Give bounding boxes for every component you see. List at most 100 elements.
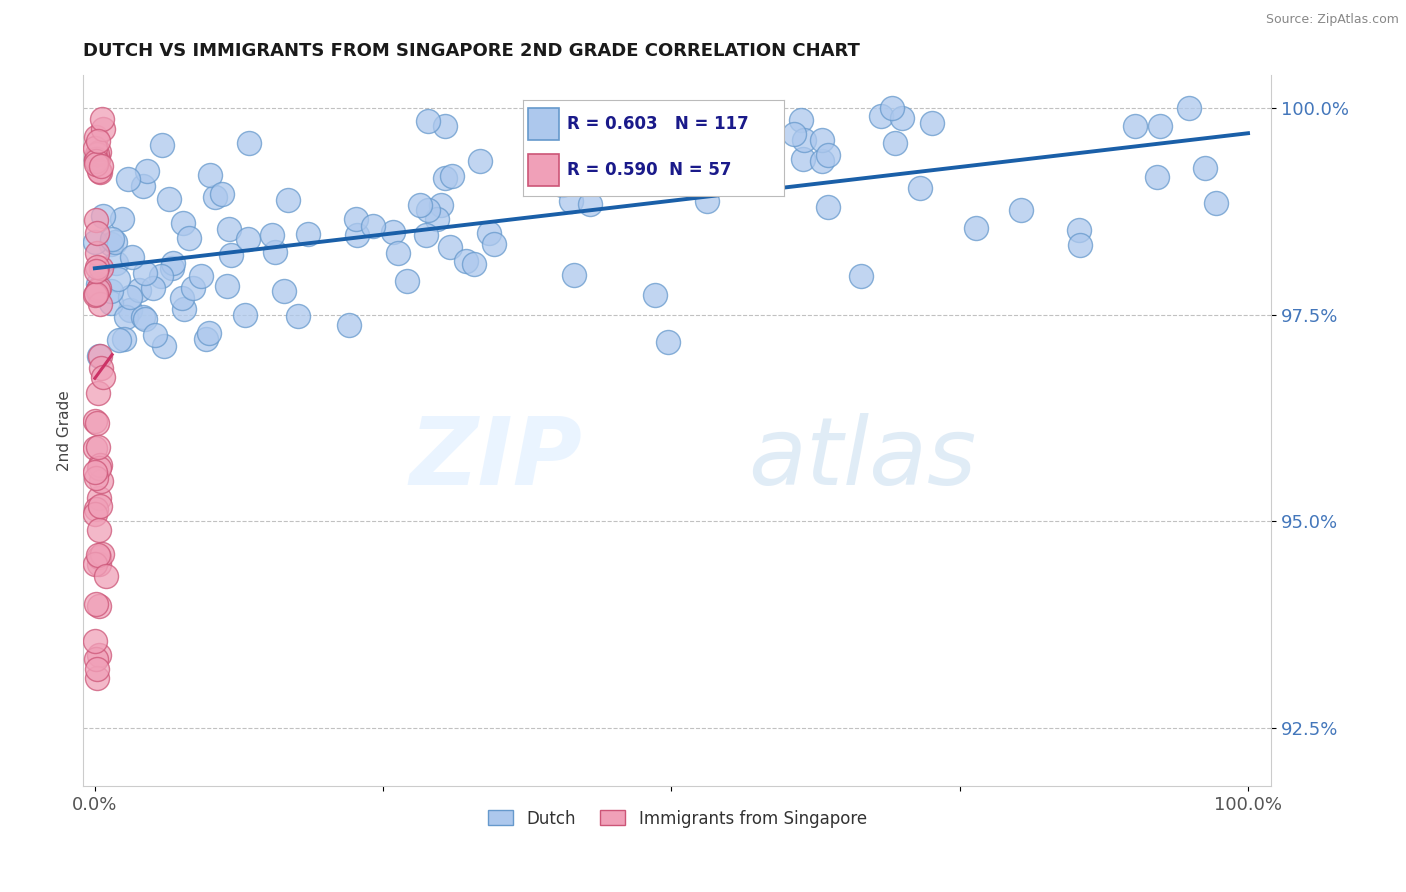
Point [965, 221, 987, 235]
Point [287, 309, 309, 323]
Point [89, 281, 111, 295]
Point [84, 287, 107, 301]
Point [454, 253, 477, 268]
Point [218, 222, 240, 236]
Point [132, 179, 155, 194]
Point [91, 209, 114, 223]
Point [1067, 223, 1090, 237]
Point [84, 557, 107, 571]
Point [426, 212, 449, 227]
Point [1146, 170, 1168, 185]
Point [882, 101, 904, 115]
Point [731, 115, 754, 129]
Point [673, 114, 696, 128]
Point [657, 335, 679, 350]
Point [84, 153, 107, 168]
Point [484, 237, 506, 252]
Point [441, 169, 464, 184]
Point [84, 153, 107, 167]
Point [181, 280, 204, 294]
Point [811, 133, 834, 147]
Point [434, 170, 457, 185]
Point [817, 148, 839, 162]
Point [263, 244, 285, 259]
Point [100, 284, 122, 298]
Point [86, 246, 108, 260]
Point [696, 194, 718, 209]
Point [562, 268, 585, 282]
Point [233, 308, 256, 322]
Point [86, 502, 108, 516]
Point [105, 256, 128, 270]
Point [337, 318, 360, 333]
Point [87, 283, 110, 297]
Point [869, 109, 891, 123]
Point [1149, 119, 1171, 133]
Point [86, 130, 108, 145]
Point [260, 227, 283, 242]
Point [135, 164, 157, 178]
Point [84, 465, 107, 479]
Point [551, 178, 574, 192]
Point [150, 269, 173, 284]
Point [382, 225, 405, 239]
Point [87, 163, 110, 178]
Point [86, 154, 108, 169]
Point [90, 159, 112, 173]
Point [118, 290, 141, 304]
Point [170, 291, 193, 305]
Point [817, 200, 839, 214]
Point [439, 240, 461, 254]
Point [86, 260, 108, 274]
Point [619, 169, 641, 183]
Point [162, 255, 184, 269]
Point [96, 569, 118, 583]
Point [121, 250, 143, 264]
Point [86, 146, 108, 161]
Point [111, 211, 134, 226]
Point [434, 119, 457, 133]
Point [153, 339, 176, 353]
Point [86, 440, 108, 454]
Point [87, 285, 110, 300]
Point [91, 112, 114, 126]
Point [273, 284, 295, 298]
Point [346, 228, 368, 243]
Point [238, 136, 260, 150]
Point [87, 152, 110, 166]
Point [87, 145, 110, 159]
Point [84, 442, 107, 456]
Point [361, 219, 384, 233]
Point [84, 597, 107, 611]
Point [198, 326, 221, 340]
Point [89, 458, 111, 473]
Point [84, 507, 107, 521]
Point [142, 281, 165, 295]
Point [134, 267, 156, 281]
Point [910, 180, 932, 194]
Point [112, 332, 135, 346]
Point [90, 475, 112, 489]
Point [87, 461, 110, 475]
Point [89, 165, 111, 179]
Point [91, 122, 114, 136]
Point [579, 197, 602, 211]
Point [89, 599, 111, 613]
Point [204, 190, 226, 204]
Point [101, 232, 124, 246]
Point [84, 157, 107, 171]
Point [810, 153, 832, 168]
Text: DUTCH VS IMMIGRANTS FROM SINGAPORE 2ND GRADE CORRELATION CHART: DUTCH VS IMMIGRANTS FROM SINGAPORE 2ND G… [83, 42, 860, 60]
Point [415, 227, 437, 242]
Point [1177, 101, 1199, 115]
Point [478, 226, 501, 240]
Point [87, 350, 110, 364]
Point [177, 230, 200, 244]
Point [418, 114, 440, 128]
Point [134, 312, 156, 326]
Point [89, 296, 111, 310]
Point [468, 154, 491, 169]
Point [90, 261, 112, 276]
Point [1069, 238, 1091, 252]
Point [91, 547, 114, 561]
